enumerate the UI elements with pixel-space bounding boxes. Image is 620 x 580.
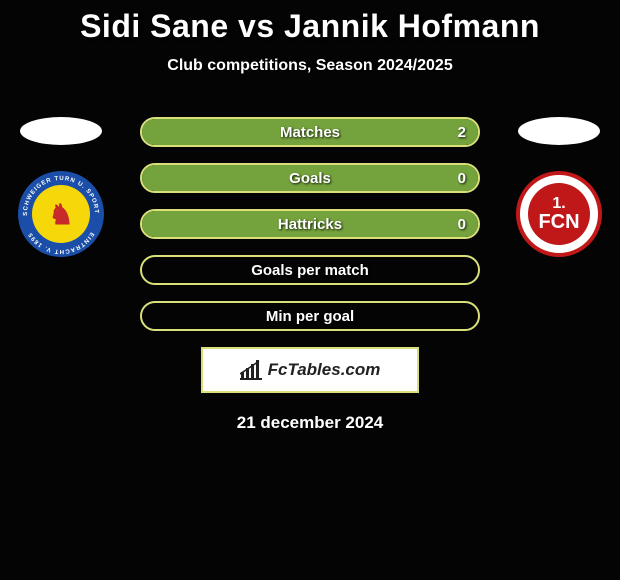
page-title: Sidi Sane vs Jannik Hofmann [0, 0, 620, 45]
svg-text:BRAUNSCHWEIGER TURN U. SPORTVE: BRAUNSCHWEIGER TURN U. SPORTVEREIN [18, 171, 99, 216]
stat-bar-value-right: 2 [458, 124, 466, 141]
brand-box[interactable]: FcTables.com [201, 347, 419, 393]
stat-bar-value-right: 0 [458, 216, 466, 233]
badge-right-top: 1. [552, 196, 565, 212]
stat-bar-label: Goals [289, 170, 331, 187]
stat-bar: Goals 0 [140, 163, 480, 193]
brand-text: FcTables.com [268, 360, 381, 380]
player-photo-left [20, 117, 102, 145]
date-label: 21 december 2024 [0, 413, 620, 433]
stat-bar-label: Hattricks [278, 216, 342, 233]
stat-bar-label: Min per goal [266, 308, 354, 325]
badge-right-bottom: FCN [538, 212, 579, 232]
stat-bar-value-right: 0 [458, 170, 466, 187]
svg-text:EINTRACHT V. 1895: EINTRACHT V. 1895 [27, 231, 94, 254]
bar-chart-icon [240, 360, 262, 380]
page-subtitle: Club competitions, Season 2024/2025 [0, 57, 620, 75]
stat-bar-label: Goals per match [251, 262, 369, 279]
club-badge-left-ring: BRAUNSCHWEIGER TURN U. SPORTVEREIN EINTR… [18, 171, 104, 257]
stat-bar: Goals per match [140, 255, 480, 285]
club-badge-left: BRAUNSCHWEIGER TURN U. SPORTVEREIN EINTR… [18, 171, 104, 257]
stat-bar: Matches 2 [140, 117, 480, 147]
stat-bar: Hattricks 0 [140, 209, 480, 239]
player-photo-right [518, 117, 600, 145]
stat-bar: Min per goal [140, 301, 480, 331]
club-badge-right: 1. FCN [516, 171, 602, 257]
stat-bars: Matches 2 Goals 0 Hattricks 0 Goals per match M… [140, 117, 480, 331]
stat-bar-label: Matches [280, 124, 340, 141]
comparison-panel: BRAUNSCHWEIGER TURN U. SPORTVEREIN EINTR… [0, 117, 620, 433]
